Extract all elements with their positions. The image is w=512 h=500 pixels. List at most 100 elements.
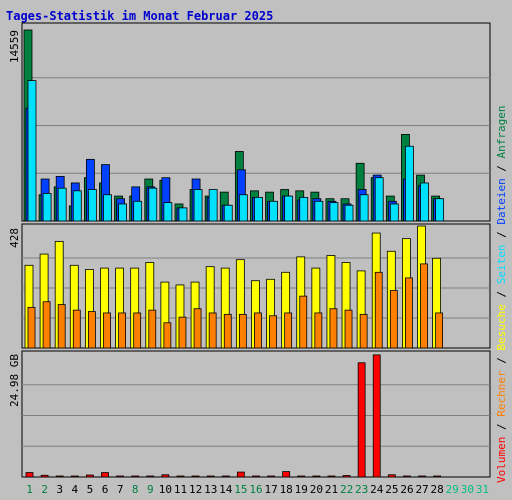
day-label-2: 2: [41, 483, 48, 496]
bar-seiten-day-2: [42, 193, 52, 222]
bar-rechner-day-24: [374, 271, 383, 349]
bar-seiten-day-12: [193, 189, 203, 222]
bar-rechner-day-23: [359, 313, 368, 349]
bar-volumen-day-16: [252, 475, 260, 478]
chart-title: Tages-Statistik im Monat Februar 2025: [6, 9, 273, 23]
bar-seiten-day-4: [72, 190, 82, 222]
day-label-14: 14: [219, 483, 233, 496]
bar-volumen-day-28: [433, 475, 442, 478]
day-label-5: 5: [87, 483, 94, 496]
bar-seiten-day-27: [420, 182, 429, 222]
legend-part-7: /: [495, 225, 508, 245]
day-label-27: 27: [415, 483, 428, 496]
bar-volumen-day-1: [25, 472, 34, 478]
bars-layer: [23, 29, 445, 478]
bar-rechner-day-18: [284, 312, 293, 349]
day-label-13: 13: [204, 483, 217, 496]
bar-seiten-day-23: [359, 194, 369, 222]
bar-rechner-day-19: [299, 295, 308, 349]
bar-seiten-day-26: [405, 145, 414, 222]
bar-volumen-day-2: [40, 474, 49, 478]
day-label-30: 30: [461, 483, 474, 496]
legend-part-8: Dateien: [495, 178, 508, 224]
bar-volumen-day-3: [55, 475, 64, 478]
legend-part-0: Volumen: [495, 437, 508, 483]
bar-volumen-day-18: [282, 471, 291, 478]
bar-seiten-day-21: [329, 202, 339, 222]
day-label-23: 23: [355, 483, 368, 496]
day-label-31: 31: [476, 483, 489, 496]
day-label-26: 26: [400, 483, 413, 496]
bar-rechner-day-17: [269, 315, 277, 349]
legend-side-label: Volumen / Rechner / Besuche / Seiten / D…: [495, 105, 508, 483]
bar-volumen-day-17: [267, 475, 275, 478]
legend-part-5: /: [495, 284, 508, 304]
bar-rechner-day-1: [27, 306, 36, 349]
bar-seiten-day-6: [103, 194, 112, 222]
bar-rechner-day-3: [57, 304, 66, 349]
panel-frame-bottom: [21, 350, 491, 478]
bar-volumen-day-24: [372, 354, 381, 478]
bar-volumen-day-15: [236, 471, 245, 478]
bar-rechner-day-20: [314, 312, 323, 349]
bar-volumen-day-9: [146, 475, 155, 478]
legend-part-6: Seiten: [495, 245, 508, 285]
bar-seiten-day-13: [208, 189, 218, 222]
legend-part-9: /: [495, 158, 508, 178]
bar-volumen-day-5: [85, 474, 94, 478]
bar-volumen-day-19: [297, 475, 306, 478]
bar-volumen-day-7: [116, 475, 124, 478]
day-label-19: 19: [295, 483, 308, 496]
day-labels: 1 2 3 4 5 6 7 8 9 10 11 12 13 14 15 16 17 18 19 20 21 22 23 24 2…: [26, 483, 489, 496]
bar-seiten-day-16: [254, 196, 263, 222]
bar-rechner-day-9: [148, 309, 157, 349]
bar-volumen-day-20: [312, 475, 321, 478]
bar-seiten-day-25: [389, 203, 399, 222]
bar-volumen-day-6: [101, 472, 109, 478]
day-label-21: 21: [325, 483, 338, 496]
bar-seiten-day-9: [148, 187, 158, 222]
day-label-9: 9: [147, 483, 154, 496]
day-label-29: 29: [446, 483, 459, 496]
y-max-label-middle: 428: [8, 228, 21, 248]
bar-volumen-day-25: [387, 474, 396, 478]
bar-seiten-day-3: [57, 187, 67, 222]
bar-rechner-day-15: [238, 313, 247, 349]
bar-rechner-day-27: [420, 263, 428, 349]
day-label-24: 24: [370, 483, 384, 496]
day-label-28: 28: [431, 483, 444, 496]
bar-seiten-day-15: [238, 194, 248, 222]
day-label-11: 11: [174, 483, 187, 496]
legend-part-4: Besuche: [495, 304, 508, 350]
bar-volumen-day-4: [70, 475, 79, 478]
day-label-3: 3: [56, 483, 63, 496]
bar-volumen-day-12: [191, 475, 200, 478]
bar-seiten-day-19: [299, 196, 309, 222]
bar-rechner-day-7: [118, 312, 126, 349]
bar-rechner-day-22: [344, 309, 353, 349]
bar-volumen-day-27: [418, 475, 426, 478]
bar-seiten-day-1: [27, 80, 37, 222]
day-label-8: 8: [132, 483, 139, 496]
bar-volumen-day-10: [161, 474, 170, 478]
bar-rechner-day-16: [254, 312, 262, 349]
legend-part-3: /: [495, 351, 508, 371]
legend-part-2: Rechner: [495, 370, 508, 417]
legend-part-10: Anfragen: [495, 105, 508, 158]
day-label-20: 20: [310, 483, 323, 496]
day-label-7: 7: [117, 483, 124, 496]
bar-seiten-day-7: [118, 203, 127, 222]
bar-volumen-day-23: [357, 362, 366, 478]
y-max-label-top: 14559: [8, 30, 21, 63]
bar-seiten-day-17: [269, 200, 278, 222]
bar-seiten-day-20: [314, 200, 324, 222]
bar-volumen-day-22: [342, 475, 351, 478]
day-label-17: 17: [264, 483, 277, 496]
bar-rechner-day-4: [72, 309, 81, 349]
bar-seiten-day-8: [133, 200, 143, 222]
day-label-12: 12: [189, 483, 202, 496]
bar-seiten-day-22: [344, 204, 354, 222]
bar-volumen-day-8: [131, 475, 140, 478]
day-label-6: 6: [102, 483, 109, 496]
bar-seiten-day-10: [163, 202, 173, 222]
